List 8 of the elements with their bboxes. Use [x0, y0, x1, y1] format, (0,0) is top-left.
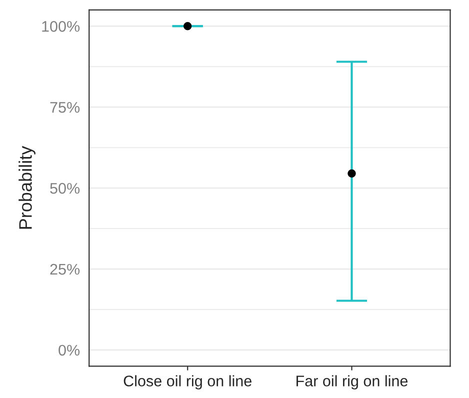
y-tick-label: 50% — [50, 182, 80, 194]
y-axis-title: Probability — [18, 146, 36, 229]
y-tick-label: 0% — [58, 344, 80, 356]
y-tick-label: 100% — [42, 21, 80, 32]
x-tick-label: Far oil rig on line — [296, 375, 408, 390]
x-tick-label: Close oil rig on line — [124, 375, 252, 390]
y-tick-label: 75% — [50, 102, 80, 113]
y-tick-label: 25% — [50, 264, 80, 275]
